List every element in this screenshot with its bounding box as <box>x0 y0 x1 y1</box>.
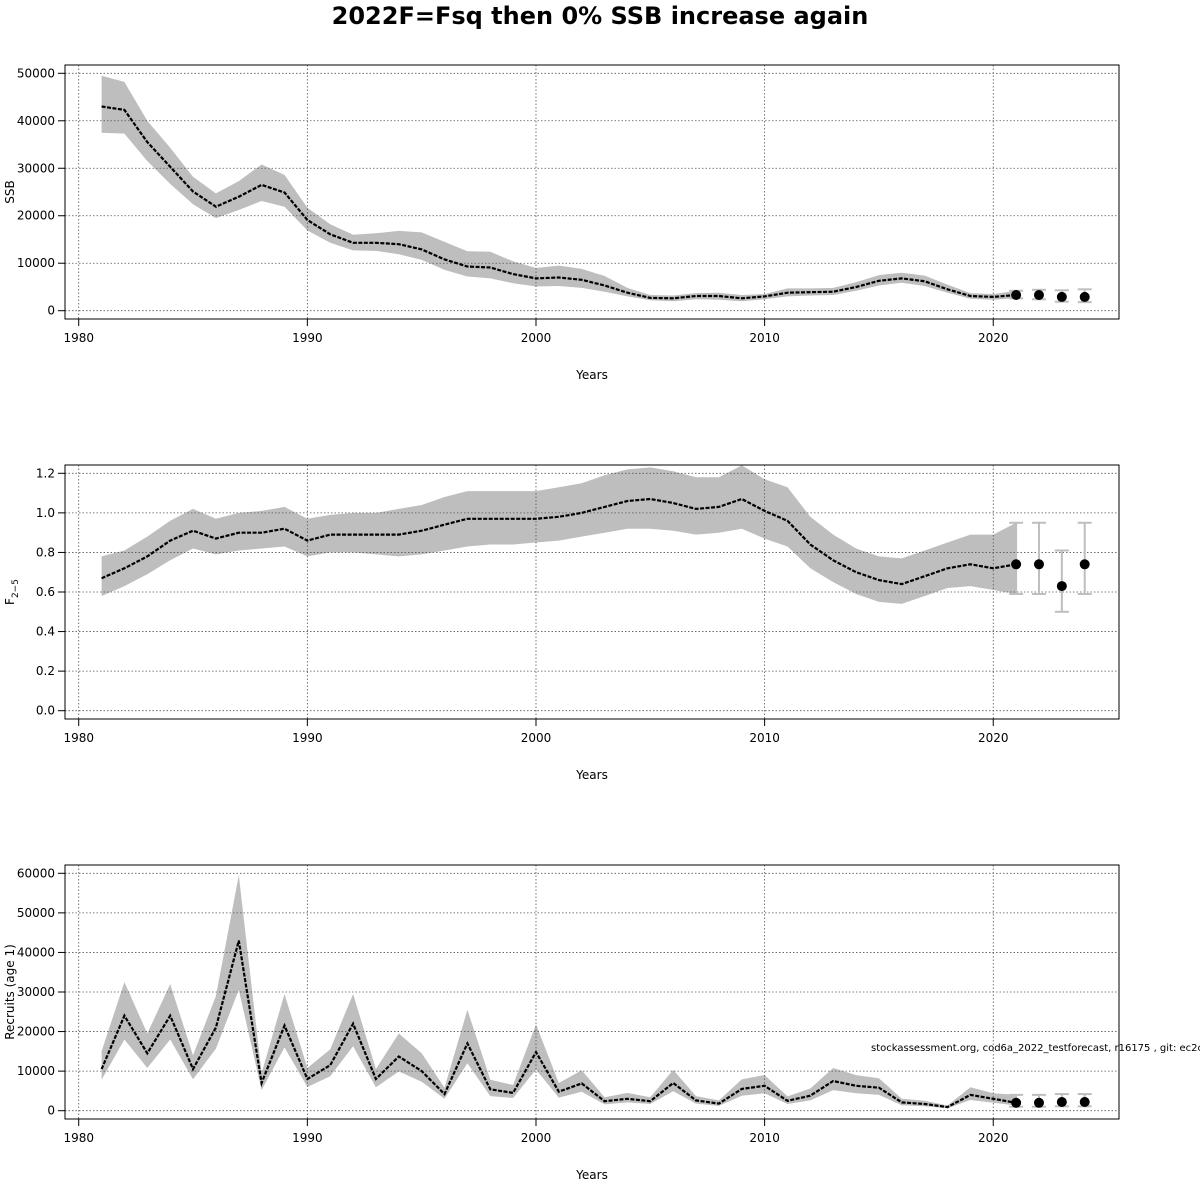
forecast-point <box>1011 290 1022 301</box>
x-tick-label: 2020 <box>978 731 1009 745</box>
forecast-point <box>1056 1096 1067 1107</box>
forecast-point <box>1033 559 1044 570</box>
x-tick-label: 2020 <box>978 331 1009 345</box>
y-tick-label: 0 <box>47 304 55 318</box>
confidence-band <box>101 75 1017 302</box>
y-tick-label: 0.6 <box>36 585 55 599</box>
y-tick-label: 50000 <box>17 906 55 920</box>
y-tick-label: 30000 <box>17 161 55 175</box>
y-tick-label: 40000 <box>17 945 55 959</box>
x-tick-label: 1990 <box>292 331 323 345</box>
y-tick-label: 0.0 <box>36 704 55 718</box>
forecast-point <box>1033 290 1044 301</box>
y-axis-label-main: SSB <box>3 180 17 203</box>
y-tick-label: 60000 <box>17 866 55 880</box>
y-tick-label: 10000 <box>17 256 55 270</box>
forecast-point <box>1011 1097 1022 1108</box>
x-tick-label: 2020 <box>978 1131 1009 1145</box>
estimate-line <box>101 105 1017 300</box>
y-axis-label: SSB <box>3 180 17 203</box>
x-tick-label: 1980 <box>63 1131 94 1145</box>
forecast-point <box>1056 291 1067 302</box>
y-axis-label-subscript: 2−5 <box>11 579 21 598</box>
footnote: stockassessment.org, cod6a_2022_testfore… <box>871 1043 1200 1054</box>
y-tick-label: 1.0 <box>36 506 55 520</box>
x-tick-label: 2000 <box>521 1131 552 1145</box>
y-tick-label: 10000 <box>17 1064 55 1078</box>
y-tick-label: 0 <box>47 1104 55 1118</box>
x-tick-label: 2010 <box>749 731 780 745</box>
estimate-line <box>101 497 1017 586</box>
x-tick-label: 1990 <box>292 1131 323 1145</box>
x-tick-label: 2010 <box>749 331 780 345</box>
y-tick-label: 0.4 <box>36 625 55 639</box>
panel-recruits: 1980 1990 2000 2010 2020 0 10000 20000 30000 4000… <box>3 864 1120 1182</box>
forecast-point <box>1079 1096 1090 1107</box>
panel-fbar: 1980 1990 2000 2010 2020 0.0 0.2 0.4 0.6 0.8 1.0 1.… <box>3 464 1120 782</box>
y-axis-label: F2−5 <box>3 579 21 605</box>
y-tick-label: 40000 <box>17 114 55 128</box>
y-tick-label: 50000 <box>17 66 55 80</box>
x-tick-label: 1990 <box>292 731 323 745</box>
x-axis-label: Years <box>575 1168 608 1182</box>
x-tick-label: 2010 <box>749 1131 780 1145</box>
y-axis-label: Recruits (age 1) <box>3 944 17 1040</box>
y-tick-label: 0.8 <box>36 545 55 559</box>
confidence-band <box>101 465 1017 604</box>
y-axis-label-main: F <box>3 598 17 605</box>
forecast-point <box>1011 559 1022 570</box>
x-tick-label: 1980 <box>63 331 94 345</box>
y-tick-label: 1.2 <box>36 466 55 480</box>
chart-title: 2022F=Fsq then 0% SSB increase again <box>331 2 869 30</box>
forecast-point <box>1056 581 1067 592</box>
x-axis-label: Years <box>575 368 608 382</box>
forecast-point <box>1033 1097 1044 1108</box>
y-axis-label-main: Recruits (age 1) <box>3 944 17 1040</box>
panel-ssb: 1980 1990 2000 2010 2020 0 10000 20000 30000 4000… <box>3 64 1120 382</box>
forecast-point <box>1079 291 1090 302</box>
x-axis-label: Years <box>575 768 608 782</box>
plot-frame <box>64 64 1120 320</box>
y-tick-label: 20000 <box>17 209 55 223</box>
x-tick-label: 1980 <box>63 731 94 745</box>
y-tick-label: 20000 <box>17 1025 55 1039</box>
y-tick-label: 30000 <box>17 985 55 999</box>
x-tick-label: 2000 <box>521 331 552 345</box>
y-tick-label: 0.2 <box>36 664 55 678</box>
forecast-point <box>1079 559 1090 570</box>
x-tick-label: 2000 <box>521 731 552 745</box>
confidence-band <box>101 875 1017 1109</box>
estimate-line <box>100 940 1017 1109</box>
